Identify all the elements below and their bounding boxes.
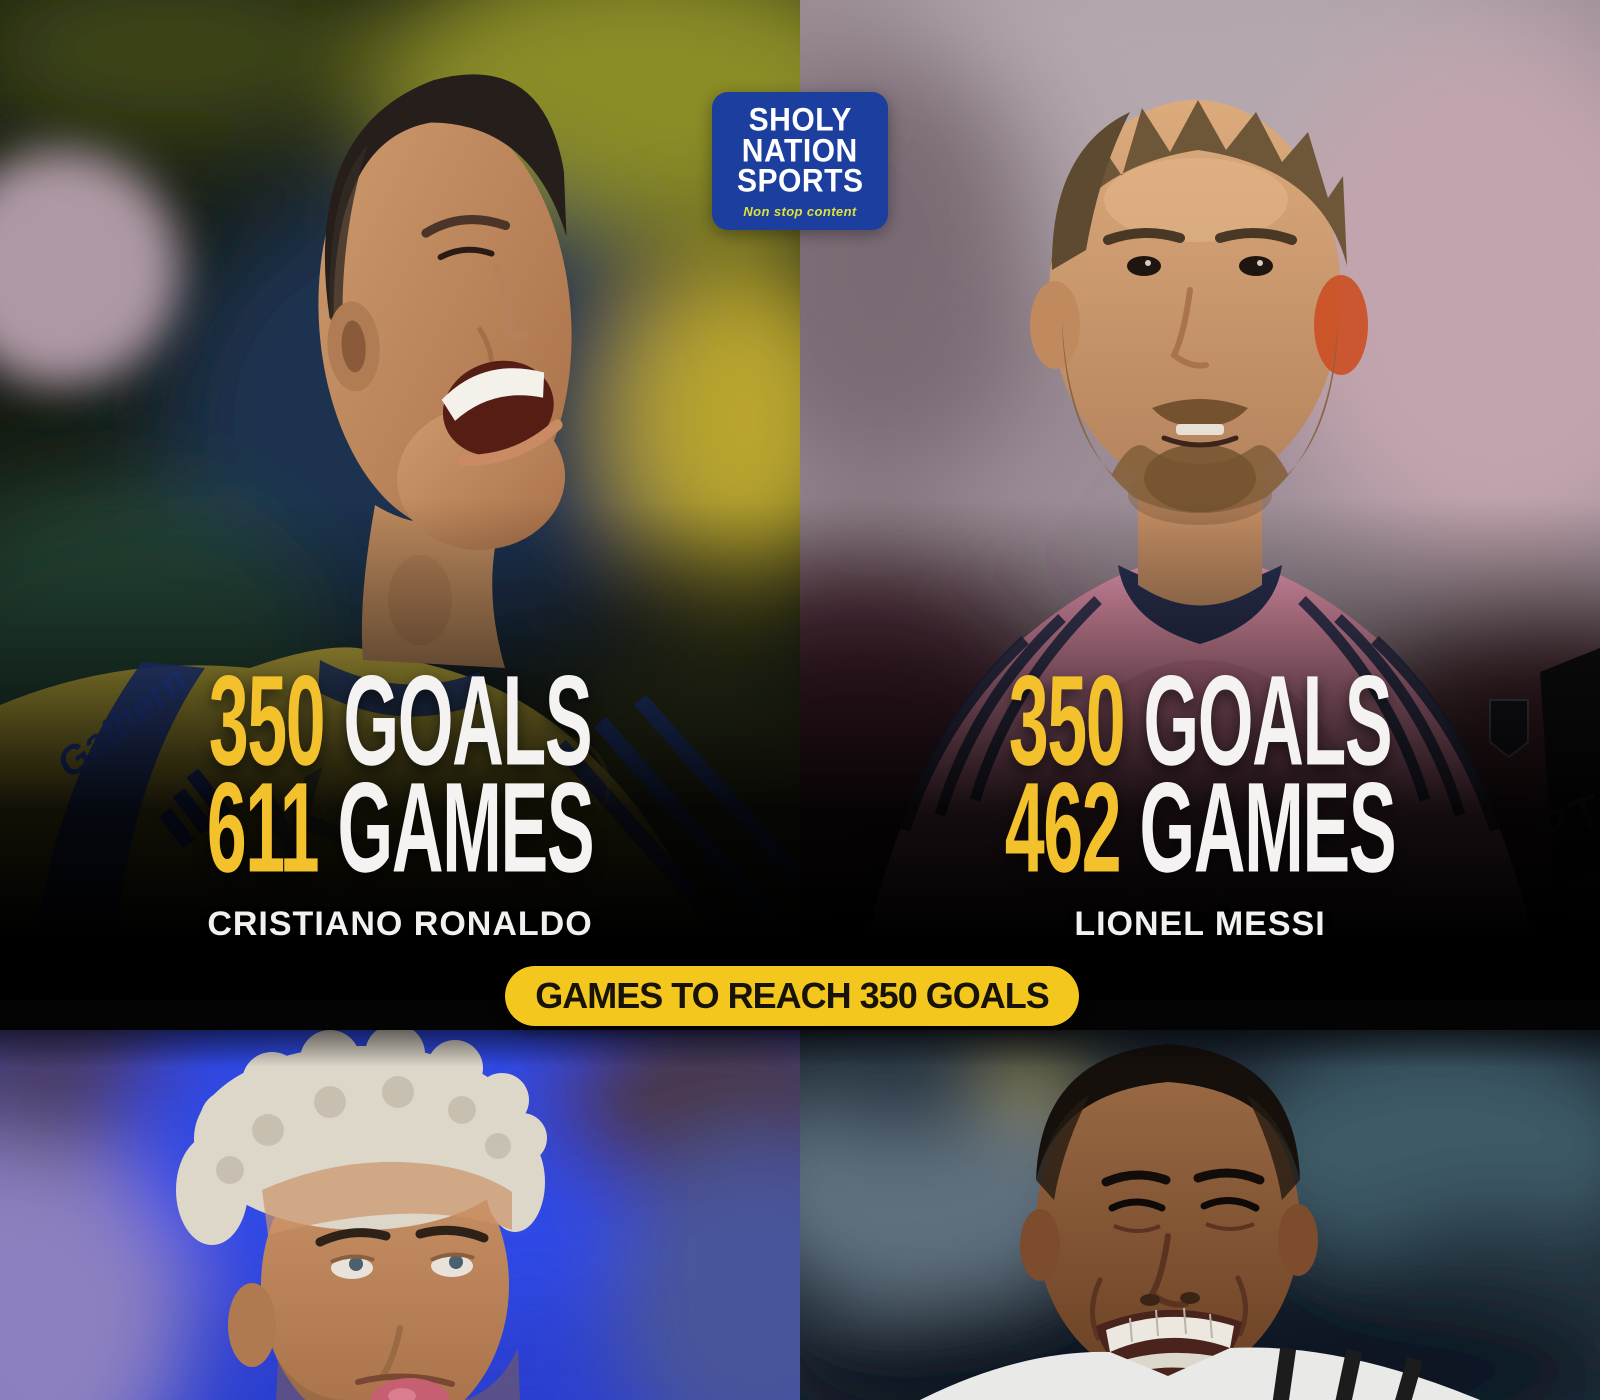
stat-games-line: 462 GAMES [904,754,1496,899]
logo-line-2: NATION [742,132,858,169]
games-number: 611 [206,754,320,899]
bottom-row [0,1030,1600,1400]
logo-line-3: SPORTS [736,162,864,199]
logo-tagline: Non stop content [743,203,857,219]
top-row: Gathern K [0,0,1600,1000]
top-shadow [0,1030,800,1400]
goals-label: GOALS [1143,648,1392,793]
messi-stats: 350 GOALS 462 GAMES LIONEL MESSI [800,650,1600,944]
photo-neymar [0,1030,800,1400]
banner-text: GAMES TO REACH 350 GOALS [535,975,1049,1016]
bottom-dark-gradient [0,0,800,1000]
ronaldo-stats: 350 GOALS 611 GAMES CRISTIANO RONALDO [0,650,800,944]
games-label: GAMES [337,754,594,899]
photo-ronaldo: Gathern K [0,0,800,1000]
stat-goals-line: 350 GOALS [104,648,696,793]
goals-number: 350 [208,648,326,793]
goals-label: GOALS [343,648,592,793]
games-label: GAMES [1139,754,1396,899]
stat-goals-line: 350 GOALS [904,648,1496,793]
logo-line-1: SHOLY [748,101,852,139]
player-name-caption: CRISTIANO RONALDO [207,905,593,944]
games-number: 462 [1004,754,1122,899]
logo-badge: SHOLY NATION SPORTS Non stop content [712,92,888,230]
photo-mbappe [800,1030,1600,1400]
photo-messi: PTAI [800,0,1600,1000]
top-shadow [800,1030,1600,1400]
banner-pill: GAMES TO REACH 350 GOALS [505,966,1079,1026]
goals-number: 350 [1008,648,1126,793]
bottom-dark-gradient [800,0,1600,1000]
player-name-caption: LIONEL MESSI [1074,905,1326,944]
stat-games-line: 611 GAMES [104,754,696,899]
